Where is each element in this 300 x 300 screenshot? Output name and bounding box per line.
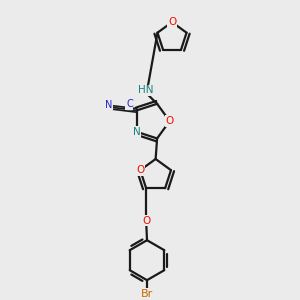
- Text: O: O: [136, 165, 144, 175]
- Text: HN: HN: [138, 85, 153, 95]
- Text: O: O: [168, 17, 176, 27]
- Text: C: C: [126, 99, 133, 109]
- Text: O: O: [166, 116, 174, 126]
- Text: N: N: [105, 100, 112, 110]
- Text: O: O: [142, 215, 150, 226]
- Text: N: N: [133, 127, 141, 137]
- Text: Br: Br: [141, 289, 153, 299]
